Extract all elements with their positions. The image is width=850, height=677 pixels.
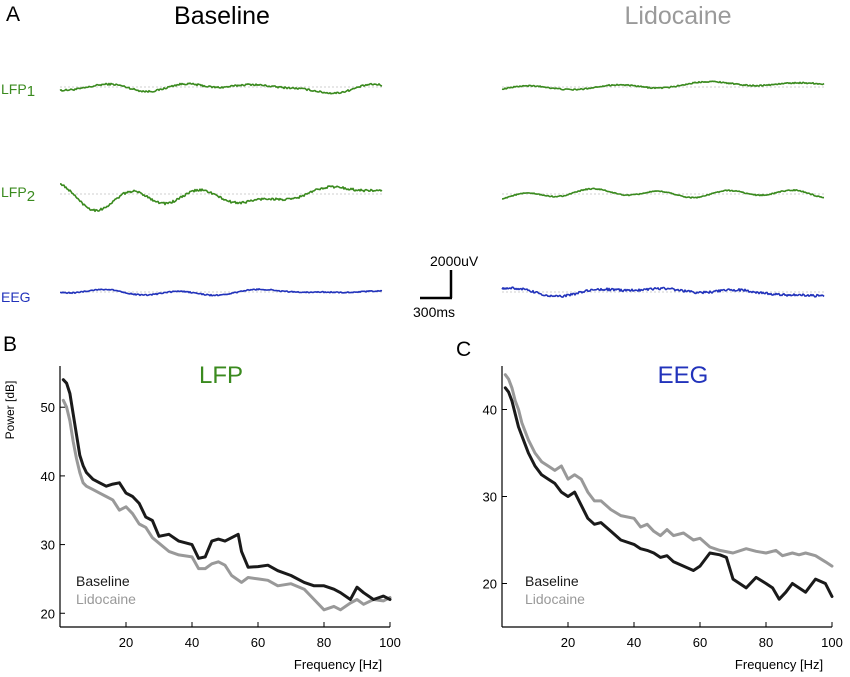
eeg-power-chart: 20 40 60 80 100 20 30 40 (483, 366, 843, 650)
x-tick-label: 80 (759, 635, 773, 650)
row-label-lfp2-subscript: 2 (27, 188, 35, 205)
x-tick-label: 20 (561, 635, 575, 650)
lfp-power-chart: 20 40 60 80 100 20 30 40 50 (41, 366, 401, 650)
y-tick-label: 40 (41, 469, 55, 484)
y-tick-label: 20 (41, 606, 55, 621)
trace-0-baseline (59, 82, 383, 95)
panel-c-title: EEG (658, 362, 709, 389)
trace-2-lidocaine (501, 286, 825, 298)
x-tick-label: 100 (821, 635, 843, 650)
x-tick-label: 20 (119, 635, 133, 650)
row-label-lfp1: LFP1 (1, 81, 35, 100)
row-label-lfp2: LFP2 (1, 184, 35, 205)
panel-b-legend-baseline: Baseline (76, 573, 130, 589)
y-tick-label: 20 (483, 577, 497, 592)
x-tick-label: 40 (627, 635, 641, 650)
y-tick-label: 30 (483, 490, 497, 505)
panel-b-legend-lidocaine: Lidocaine (76, 591, 136, 607)
row-label-lfp2-base: LFP (1, 184, 27, 200)
trace-1-baseline (60, 183, 383, 213)
panel-c-legend-baseline: Baseline (525, 573, 579, 589)
scale-bar-time-label: 300ms (413, 304, 455, 320)
x-tick-label: 80 (317, 635, 331, 650)
series-line-baseline (61, 378, 392, 601)
panel-c-xlabel: Frequency [Hz] (735, 657, 823, 672)
scale-bar: 2000uV 300ms (413, 253, 479, 320)
row-label-lfp1-subscript: 1 (27, 83, 35, 100)
x-tick-label: 60 (693, 635, 707, 650)
row-label-eeg: EEG (1, 289, 31, 305)
lidocaine-column-title: Lidocaine (624, 2, 731, 30)
series-line-lidocaine (503, 373, 834, 568)
panel-b-label: B (3, 333, 17, 356)
x-tick-label: 40 (185, 635, 199, 650)
panel-b-title: LFP (199, 362, 243, 389)
series-line-lidocaine (61, 398, 392, 612)
panel-c-label: C (456, 338, 471, 361)
y-tick-label: 50 (41, 400, 55, 415)
trace-group (59, 80, 825, 298)
panel-b-xlabel: Frequency [Hz] (294, 657, 382, 672)
baseline-column-title: Baseline (174, 2, 270, 30)
panel-a-label: A (6, 3, 20, 26)
x-tick-label: 100 (379, 635, 401, 650)
trace-0-lidocaine (501, 80, 825, 91)
trace-1-lidocaine (501, 187, 825, 200)
trace-2-baseline (60, 287, 383, 297)
panel-c-legend-lidocaine: Lidocaine (525, 591, 585, 607)
y-tick-label: 30 (41, 538, 55, 553)
series-line-baseline (503, 386, 834, 601)
scale-bar-amplitude-label: 2000uV (430, 253, 479, 269)
row-label-lfp1-base: LFP (1, 81, 27, 97)
panel-b-ylabel: Power [dB] (3, 381, 17, 440)
x-tick-label: 60 (251, 635, 265, 650)
y-tick-label: 40 (483, 403, 497, 418)
